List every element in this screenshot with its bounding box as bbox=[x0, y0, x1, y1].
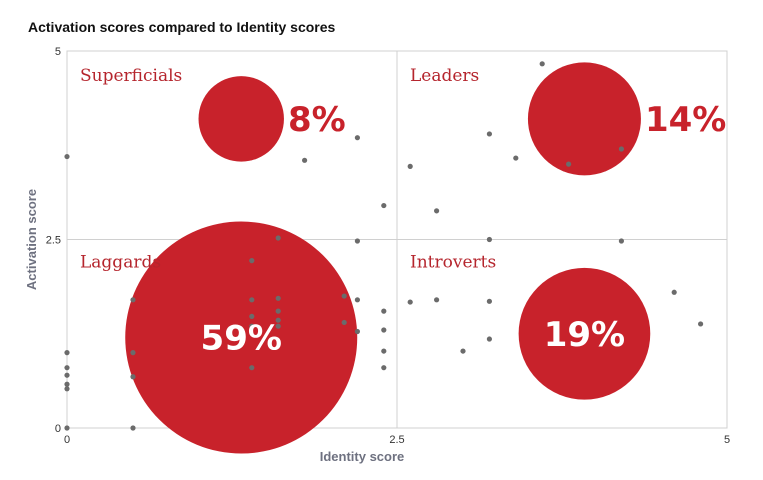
data-point bbox=[130, 374, 136, 380]
quadrant-label-laggards: Laggards bbox=[80, 253, 161, 273]
quadrant-labels: 8% Superficials 14% Leaders 59% Laggards 19% In… bbox=[80, 66, 726, 359]
data-point bbox=[407, 163, 413, 169]
y-tick-label: 2.5 bbox=[46, 235, 61, 247]
axes: 0 2.5 5 0 2.5 5 Identity score Activation score bbox=[24, 46, 730, 464]
data-point bbox=[354, 328, 360, 335]
data-point bbox=[513, 155, 519, 161]
data-point bbox=[64, 350, 70, 356]
data-point bbox=[381, 327, 387, 333]
y-tick-label: 0 bbox=[55, 423, 61, 435]
data-point bbox=[618, 146, 625, 152]
data-point bbox=[341, 319, 347, 326]
data-point bbox=[130, 350, 136, 356]
x-tick-label: 2.5 bbox=[389, 434, 404, 446]
percent-superficials: 8% bbox=[288, 100, 346, 140]
data-point bbox=[275, 308, 281, 314]
percent-laggards: 59% bbox=[201, 319, 282, 359]
data-point bbox=[434, 297, 440, 303]
data-point bbox=[130, 297, 136, 303]
data-point bbox=[539, 61, 545, 67]
data-point bbox=[64, 425, 70, 431]
data-point bbox=[275, 317, 281, 323]
quadrant-label-leaders: Leaders bbox=[410, 66, 479, 86]
data-point bbox=[354, 238, 360, 244]
data-point bbox=[486, 336, 492, 342]
data-point bbox=[275, 235, 281, 241]
data-point bbox=[486, 236, 492, 243]
data-point bbox=[566, 161, 572, 167]
data-point bbox=[486, 298, 492, 304]
y-axis-label: Activation score bbox=[24, 189, 39, 290]
y-tick-label: 5 bbox=[55, 46, 61, 58]
chart-title: Activation scores compared to Identity s… bbox=[28, 19, 336, 35]
data-point bbox=[407, 299, 413, 305]
quadrant-label-superficials: Superficials bbox=[80, 66, 182, 86]
data-points bbox=[64, 61, 704, 431]
data-point bbox=[381, 308, 387, 314]
data-point bbox=[434, 208, 440, 214]
data-point bbox=[249, 323, 255, 329]
data-point bbox=[249, 297, 255, 303]
bubble-superficials bbox=[198, 76, 284, 162]
data-point bbox=[275, 323, 281, 329]
data-point bbox=[64, 386, 70, 392]
data-point bbox=[381, 348, 387, 354]
data-point bbox=[698, 321, 704, 327]
data-point bbox=[381, 202, 387, 209]
data-point bbox=[460, 348, 466, 354]
data-point bbox=[381, 365, 387, 371]
data-point bbox=[64, 381, 70, 387]
bubble-introverts bbox=[518, 267, 651, 400]
bubble-leaders bbox=[527, 62, 641, 176]
data-point bbox=[249, 313, 255, 320]
data-point bbox=[64, 372, 70, 378]
bubble-layer bbox=[125, 62, 651, 454]
data-point bbox=[130, 425, 136, 431]
data-point bbox=[671, 289, 677, 295]
x-axis-label: Identity score bbox=[320, 449, 405, 464]
x-tick-label: 5 bbox=[724, 434, 730, 446]
data-point bbox=[249, 365, 255, 371]
bubble-laggards bbox=[125, 221, 358, 454]
percent-introverts: 19% bbox=[544, 315, 625, 355]
data-point bbox=[486, 131, 492, 137]
data-point bbox=[249, 258, 255, 264]
data-point bbox=[618, 238, 625, 244]
quadrant-label-introverts: Introverts bbox=[410, 253, 496, 273]
data-point bbox=[64, 365, 70, 371]
data-point bbox=[354, 135, 360, 141]
data-point bbox=[64, 153, 70, 160]
data-point bbox=[302, 157, 308, 163]
x-tick-label: 0 bbox=[64, 434, 70, 446]
data-point bbox=[354, 297, 360, 303]
plot-frame bbox=[66, 50, 728, 429]
percent-leaders: 14% bbox=[645, 100, 726, 140]
data-point bbox=[341, 293, 347, 299]
data-point bbox=[275, 295, 281, 301]
